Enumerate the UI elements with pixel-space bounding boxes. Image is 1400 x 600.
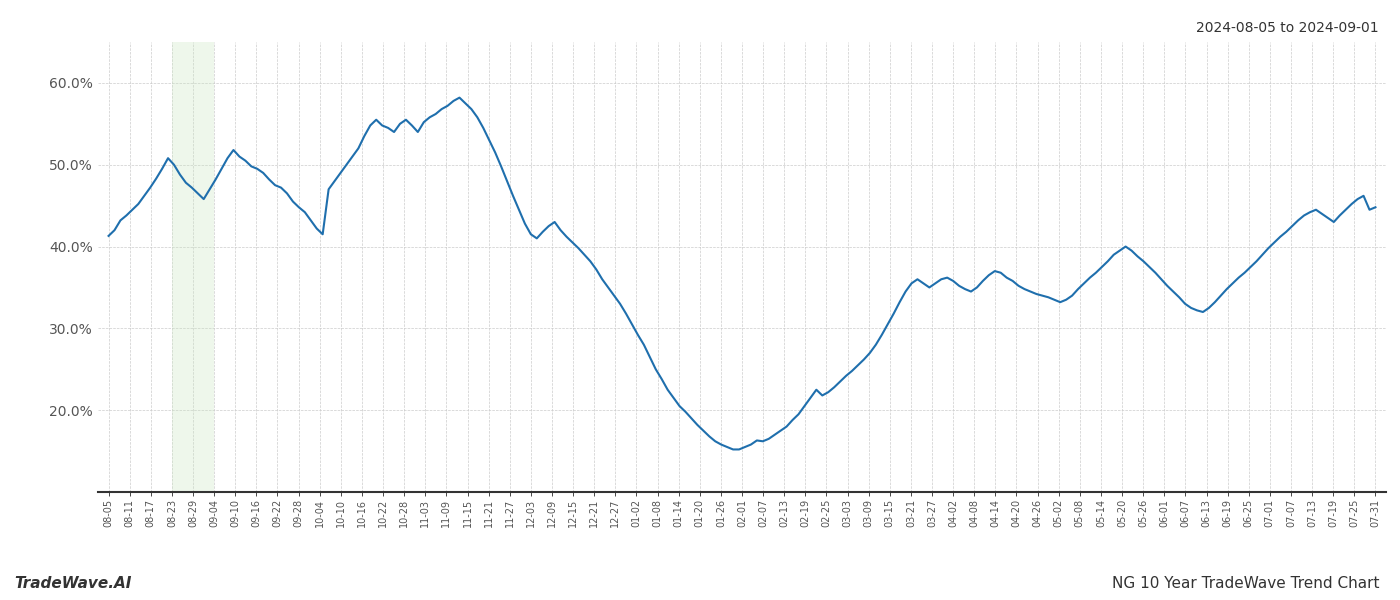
Text: NG 10 Year TradeWave Trend Chart: NG 10 Year TradeWave Trend Chart <box>1112 576 1379 591</box>
Text: 2024-08-05 to 2024-09-01: 2024-08-05 to 2024-09-01 <box>1197 21 1379 35</box>
Bar <box>172 42 214 492</box>
Text: TradeWave.AI: TradeWave.AI <box>14 576 132 591</box>
